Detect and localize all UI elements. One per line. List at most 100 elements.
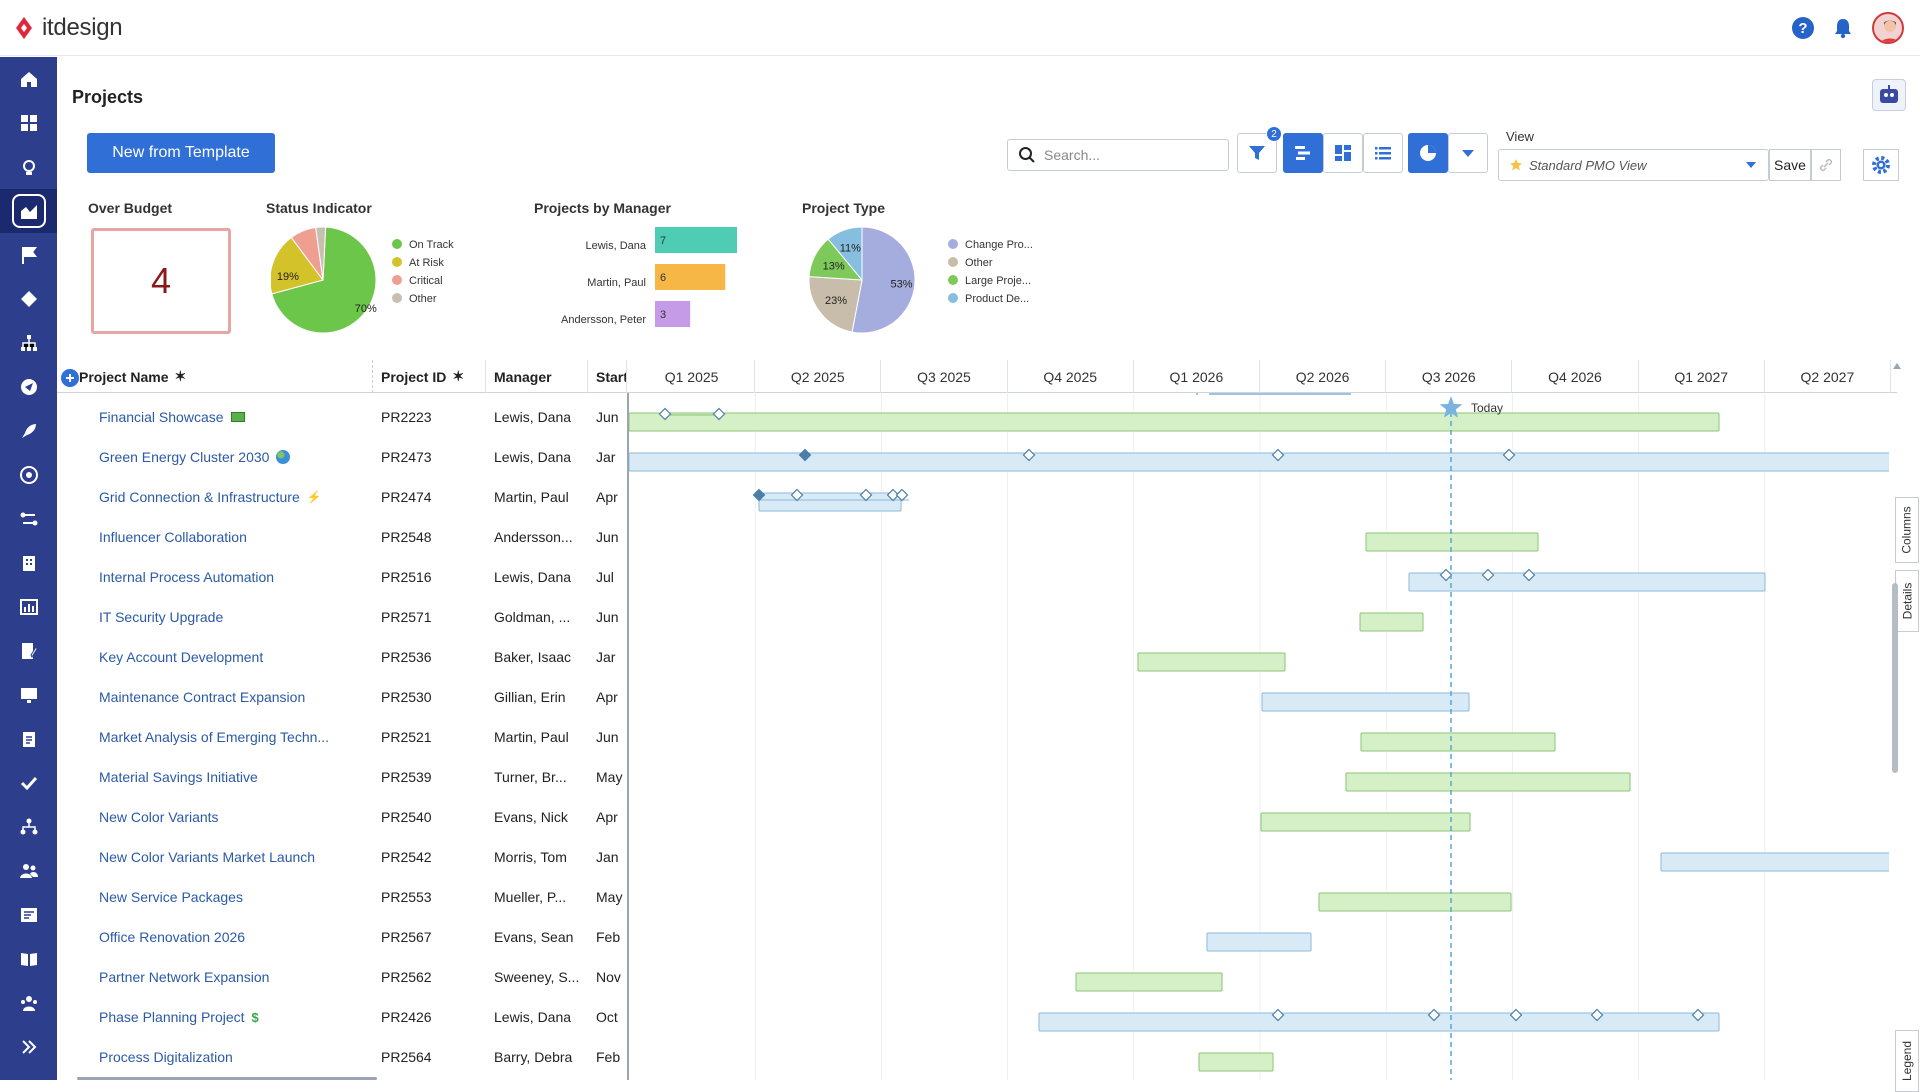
project-name-link[interactable]: New Color Variants [99, 797, 369, 837]
sidebar-item-milestones[interactable] [0, 233, 57, 277]
project-name-link-text[interactable]: Internal Process Automation [99, 569, 275, 585]
project-name-link-text[interactable]: New Service Packages [99, 889, 243, 905]
filter-button[interactable]: 2 [1237, 126, 1282, 173]
gantt-bar[interactable] [1345, 772, 1631, 792]
new-from-template-button[interactable]: New from Template [87, 133, 275, 173]
gantt-bar[interactable] [1260, 812, 1471, 832]
gantt-bar[interactable] [1261, 692, 1470, 712]
gantt-bar[interactable] [1359, 612, 1424, 632]
column-header-start[interactable]: Start [588, 360, 627, 393]
vertical-scrollbar[interactable] [1892, 583, 1898, 773]
project-name-link[interactable]: Process Digitalization [99, 1037, 369, 1077]
column-header-manager[interactable]: Manager [486, 360, 588, 393]
milestone-diamond[interactable] [1022, 448, 1036, 462]
project-name-link-text[interactable]: Key Account Development [99, 649, 264, 665]
avatar[interactable] [1872, 12, 1904, 44]
project-name-link-text[interactable]: Market Analysis of Emerging Techn... [99, 729, 330, 745]
milestone-diamond[interactable] [798, 448, 812, 462]
project-name-link-text[interactable]: Financial Showcase [99, 409, 224, 425]
milestone-diamond[interactable] [1439, 568, 1453, 582]
status-slice[interactable] [271, 236, 324, 295]
table-row[interactable]: Green Energy Cluster 2030 PR2473 Lewis, Da… [57, 437, 627, 477]
tab-columns[interactable]: Columns [1895, 497, 1919, 563]
project-name-link[interactable]: Phase Planning Project $ [99, 997, 369, 1037]
search-input[interactable]: Search... [1007, 139, 1229, 171]
project-name-link[interactable]: Influencer Collaboration [99, 517, 369, 557]
horizontal-scrollbar[interactable] [77, 1077, 377, 1080]
table-row[interactable]: New Service Packages PR2553 Mueller, P... M… [57, 877, 627, 917]
project-name-link-text[interactable]: Green Energy Cluster 2030 [99, 449, 270, 465]
milestone-diamond[interactable] [712, 407, 726, 421]
milestone-diamond[interactable] [1481, 568, 1495, 582]
project-name-link-text[interactable]: Phase Planning Project [99, 1009, 245, 1025]
milestone-diamond[interactable] [886, 488, 900, 502]
column-header-project-name[interactable]: Project Name ✶ [71, 360, 373, 393]
board-view-button[interactable] [1323, 133, 1363, 173]
table-row[interactable]: Partner Network Expansion PR2562 Sweeney, … [57, 957, 627, 997]
status-slice[interactable] [271, 226, 377, 334]
milestone-diamond[interactable] [1691, 1008, 1705, 1022]
sidebar-item-buildings[interactable] [0, 541, 57, 585]
project-name-link[interactable]: IT Security Upgrade [99, 597, 369, 637]
table-row[interactable]: New Color Variants Market Launch PR2542 Mo… [57, 837, 627, 877]
table-row[interactable]: Maintenance Contract Expansion PR2530 Gill… [57, 677, 627, 717]
gantt-bar[interactable] [1408, 572, 1766, 592]
bell-icon[interactable] [1832, 17, 1854, 39]
sidebar-item-launch[interactable] [0, 409, 57, 453]
project-type-slice[interactable] [808, 276, 863, 333]
milestone-diamond[interactable] [1522, 568, 1536, 582]
sidebar-item-home[interactable] [0, 57, 57, 101]
sidebar-item-notes[interactable] [0, 717, 57, 761]
project-name-link-text[interactable]: Grid Connection & Infrastructure [99, 489, 300, 505]
over-budget-kpi[interactable]: 4 [91, 228, 231, 334]
tab-legend[interactable]: Legend [1895, 1030, 1919, 1092]
table-row[interactable]: IT Security Upgrade PR2571 Goldman, ... Jun [57, 597, 627, 637]
projects-by-manager-chart[interactable]: Lewis, Dana 7 Martin, Paul 6 Andersson, Pete… [534, 223, 784, 333]
project-type-slice[interactable] [851, 226, 916, 334]
sidebar-item-dashboard[interactable] [0, 101, 57, 145]
save-view-button[interactable]: Save [1769, 149, 1811, 181]
gantt-bar[interactable] [758, 492, 902, 512]
milestone-diamond[interactable] [1427, 1008, 1441, 1022]
project-name-link[interactable]: Grid Connection & Infrastructure ⚡ [99, 477, 369, 517]
milestone-diamond[interactable] [1502, 448, 1516, 462]
table-row[interactable]: Market Analysis of Emerging Techn... PR25… [57, 717, 627, 757]
milestone-diamond[interactable] [1590, 1008, 1604, 1022]
charts-toggle-button[interactable] [1408, 133, 1448, 173]
project-name-link[interactable]: New Color Variants Market Launch [99, 837, 369, 877]
project-name-link[interactable]: Internal Process Automation [99, 557, 369, 597]
manager-bar[interactable] [655, 227, 737, 253]
milestone-diamond[interactable] [895, 488, 909, 502]
status-indicator-chart[interactable]: 70% 19% On Track At Risk Critical Other [271, 223, 471, 343]
project-name-link[interactable]: Maintenance Contract Expansion [99, 677, 369, 717]
project-type-slice[interactable] [827, 226, 863, 282]
sidebar-item-goals[interactable] [0, 365, 57, 409]
settings-button[interactable] [1863, 149, 1899, 181]
gantt-bar[interactable] [1038, 1012, 1720, 1032]
gantt-bar[interactable] [1198, 1052, 1274, 1072]
sidebar-item-knowledge[interactable] [0, 937, 57, 981]
manager-bar[interactable] [655, 264, 726, 290]
gantt-bar[interactable] [1318, 892, 1512, 912]
sidebar-item-structure[interactable] [0, 321, 57, 365]
gantt-view-button[interactable] [1283, 133, 1323, 173]
project-name-link-text[interactable]: IT Security Upgrade [99, 609, 224, 625]
sidebar-item-portfolio[interactable] [0, 277, 57, 321]
milestone-diamond[interactable] [658, 407, 672, 421]
project-name-link[interactable]: Key Account Development [99, 637, 369, 677]
project-name-link[interactable]: Partner Network Expansion [99, 957, 369, 997]
table-row[interactable]: Financial Showcase PR2223 Lewis, Dana Jun [57, 397, 627, 437]
manager-bar[interactable] [655, 301, 691, 327]
gantt-bar[interactable] [1660, 852, 1889, 872]
column-header-project-id[interactable]: Project ID ✶ [373, 360, 486, 393]
app-logo[interactable]: itdesign [14, 14, 123, 42]
add-row-button[interactable] [61, 369, 79, 387]
sidebar-item-ideas[interactable] [0, 145, 57, 189]
gantt-bar[interactable] [1365, 532, 1539, 552]
gantt-bar[interactable] [1360, 732, 1556, 752]
sidebar-item-forms[interactable] [0, 893, 57, 937]
sidebar-item-team[interactable] [0, 981, 57, 1025]
help-icon[interactable]: ? [1792, 17, 1814, 39]
gantt-bar[interactable] [1075, 972, 1223, 992]
gantt-bar[interactable] [1206, 932, 1312, 952]
